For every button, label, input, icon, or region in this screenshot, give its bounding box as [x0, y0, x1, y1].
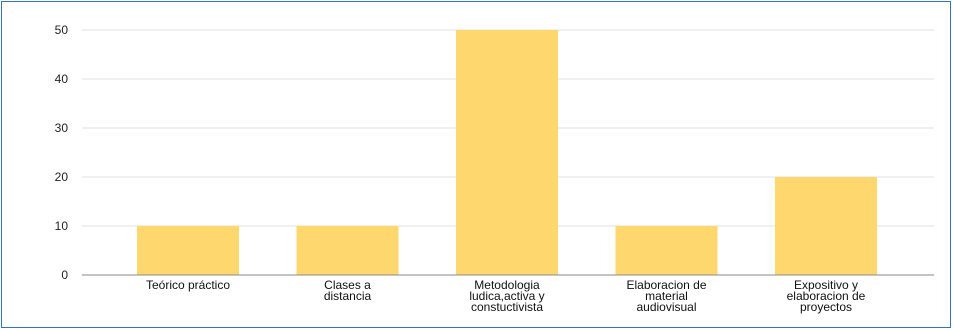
y-tick-label-40: 40	[55, 72, 69, 86]
x-tick-label-1: Teórico práctico	[146, 278, 230, 292]
bar-4	[615, 226, 718, 275]
y-tick-label-50: 50	[55, 23, 69, 37]
y-tick-label-0: 0	[61, 268, 68, 282]
bar-3	[456, 30, 558, 275]
y-tick-label-10: 10	[55, 219, 69, 233]
labels: 0 10 20 30 40 50 Teórico práctico Clases a dista…	[55, 23, 866, 314]
x-tick-label-5: Expositivo y elaboracion de proyectos	[787, 278, 866, 314]
bar-1	[137, 226, 239, 275]
x-tick-label-4: Elaboracion de material audiovisual	[626, 278, 706, 314]
x-tick-label-2: Clases a distancia	[324, 278, 372, 303]
y-tick-label-20: 20	[55, 170, 69, 184]
y-tick-label-30: 30	[55, 121, 69, 135]
bars	[137, 30, 877, 275]
bar-5	[775, 177, 877, 275]
bar-2	[296, 226, 399, 275]
x-tick-label-3: Metodologia ludica,activa y constuctivista	[469, 278, 544, 314]
